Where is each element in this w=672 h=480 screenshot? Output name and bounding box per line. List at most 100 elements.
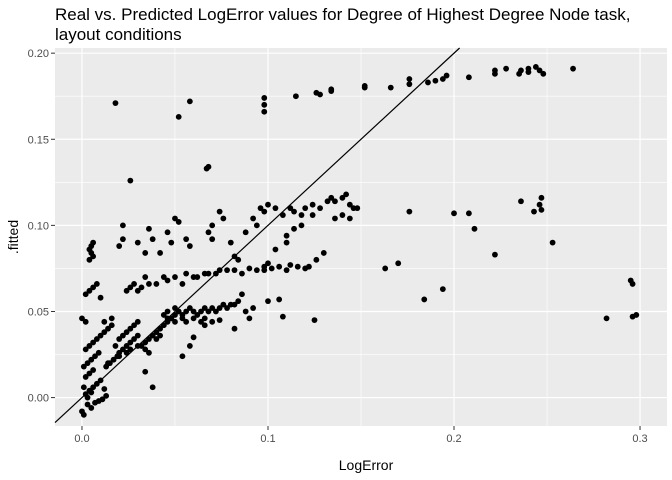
data-point bbox=[492, 251, 498, 258]
data-point bbox=[157, 250, 164, 256]
data-point bbox=[142, 368, 149, 375]
data-point bbox=[108, 322, 115, 329]
data-point bbox=[108, 315, 115, 322]
data-point bbox=[179, 315, 186, 322]
data-point bbox=[549, 239, 556, 246]
data-point bbox=[186, 343, 193, 349]
data-point bbox=[570, 65, 576, 72]
data-point bbox=[239, 270, 245, 277]
data-point bbox=[261, 101, 268, 108]
data-point bbox=[116, 353, 123, 360]
data-point bbox=[86, 287, 93, 294]
data-point bbox=[164, 277, 171, 284]
data-point bbox=[119, 236, 126, 243]
data-point bbox=[99, 396, 106, 403]
data-point bbox=[123, 287, 130, 294]
data-point bbox=[205, 229, 212, 236]
data-point bbox=[451, 210, 457, 217]
data-point bbox=[149, 236, 156, 243]
data-point bbox=[103, 363, 110, 370]
data-point bbox=[127, 177, 134, 184]
data-point bbox=[298, 212, 305, 218]
data-point bbox=[112, 343, 119, 349]
data-point bbox=[209, 305, 216, 311]
data-point bbox=[183, 318, 190, 325]
data-point bbox=[309, 212, 316, 218]
data-point bbox=[93, 336, 100, 342]
data-point bbox=[183, 236, 190, 243]
data-point bbox=[231, 267, 238, 274]
data-point bbox=[88, 405, 95, 411]
data-point bbox=[86, 370, 93, 377]
data-point bbox=[142, 274, 149, 280]
data-point bbox=[540, 70, 547, 77]
data-point bbox=[246, 315, 253, 322]
data-point bbox=[146, 281, 152, 287]
data-point bbox=[298, 222, 305, 229]
data-point bbox=[179, 281, 186, 287]
data-point bbox=[361, 82, 368, 89]
data-point bbox=[134, 332, 141, 339]
data-point bbox=[90, 253, 97, 260]
data-point bbox=[186, 243, 193, 249]
chart-title-line-2: layout conditions bbox=[55, 25, 182, 44]
data-point bbox=[253, 267, 260, 274]
data-point bbox=[265, 201, 271, 208]
data-point bbox=[317, 205, 323, 212]
data-point bbox=[131, 336, 137, 342]
data-point bbox=[216, 305, 223, 311]
x-tick-label: 0.0 bbox=[74, 433, 89, 445]
data-point bbox=[265, 298, 271, 305]
data-point bbox=[142, 250, 149, 256]
data-point bbox=[531, 208, 537, 215]
data-point bbox=[231, 325, 238, 332]
data-point bbox=[90, 284, 97, 291]
data-point bbox=[465, 210, 472, 217]
data-point bbox=[209, 318, 216, 325]
data-point bbox=[250, 305, 257, 311]
data-point bbox=[153, 336, 160, 342]
data-point bbox=[242, 308, 249, 315]
data-point bbox=[201, 305, 208, 311]
data-point bbox=[97, 332, 104, 339]
data-point bbox=[90, 339, 97, 346]
data-point bbox=[153, 281, 160, 287]
data-point bbox=[183, 270, 190, 277]
data-point bbox=[183, 308, 190, 315]
data-point bbox=[190, 315, 197, 322]
data-point bbox=[190, 334, 197, 341]
data-point bbox=[88, 356, 95, 363]
data-point bbox=[95, 349, 102, 356]
data-point bbox=[242, 229, 249, 236]
data-point bbox=[101, 386, 108, 392]
data-point bbox=[279, 313, 286, 320]
data-point bbox=[123, 343, 130, 349]
data-point bbox=[84, 401, 91, 408]
data-point bbox=[272, 205, 279, 212]
data-point bbox=[164, 229, 171, 236]
data-point bbox=[320, 250, 327, 256]
data-point bbox=[313, 256, 320, 263]
data-point bbox=[209, 236, 216, 243]
data-point bbox=[346, 215, 353, 222]
data-point bbox=[101, 318, 108, 325]
data-point bbox=[142, 346, 149, 353]
data-point bbox=[84, 360, 91, 367]
y-axis-title: .fitted bbox=[5, 220, 21, 254]
data-point bbox=[82, 291, 89, 298]
y-tick-label: 0.00 bbox=[28, 393, 49, 405]
data-point bbox=[276, 296, 283, 303]
data-point bbox=[116, 336, 123, 342]
data-point bbox=[261, 267, 268, 274]
data-point bbox=[110, 356, 117, 363]
data-point bbox=[198, 318, 204, 325]
data-point bbox=[103, 392, 110, 399]
data-point bbox=[302, 205, 309, 212]
data-point bbox=[138, 284, 145, 291]
data-point bbox=[123, 329, 130, 336]
data-point bbox=[633, 312, 640, 318]
data-point bbox=[532, 64, 539, 70]
data-point bbox=[425, 79, 431, 86]
data-points bbox=[79, 64, 640, 418]
